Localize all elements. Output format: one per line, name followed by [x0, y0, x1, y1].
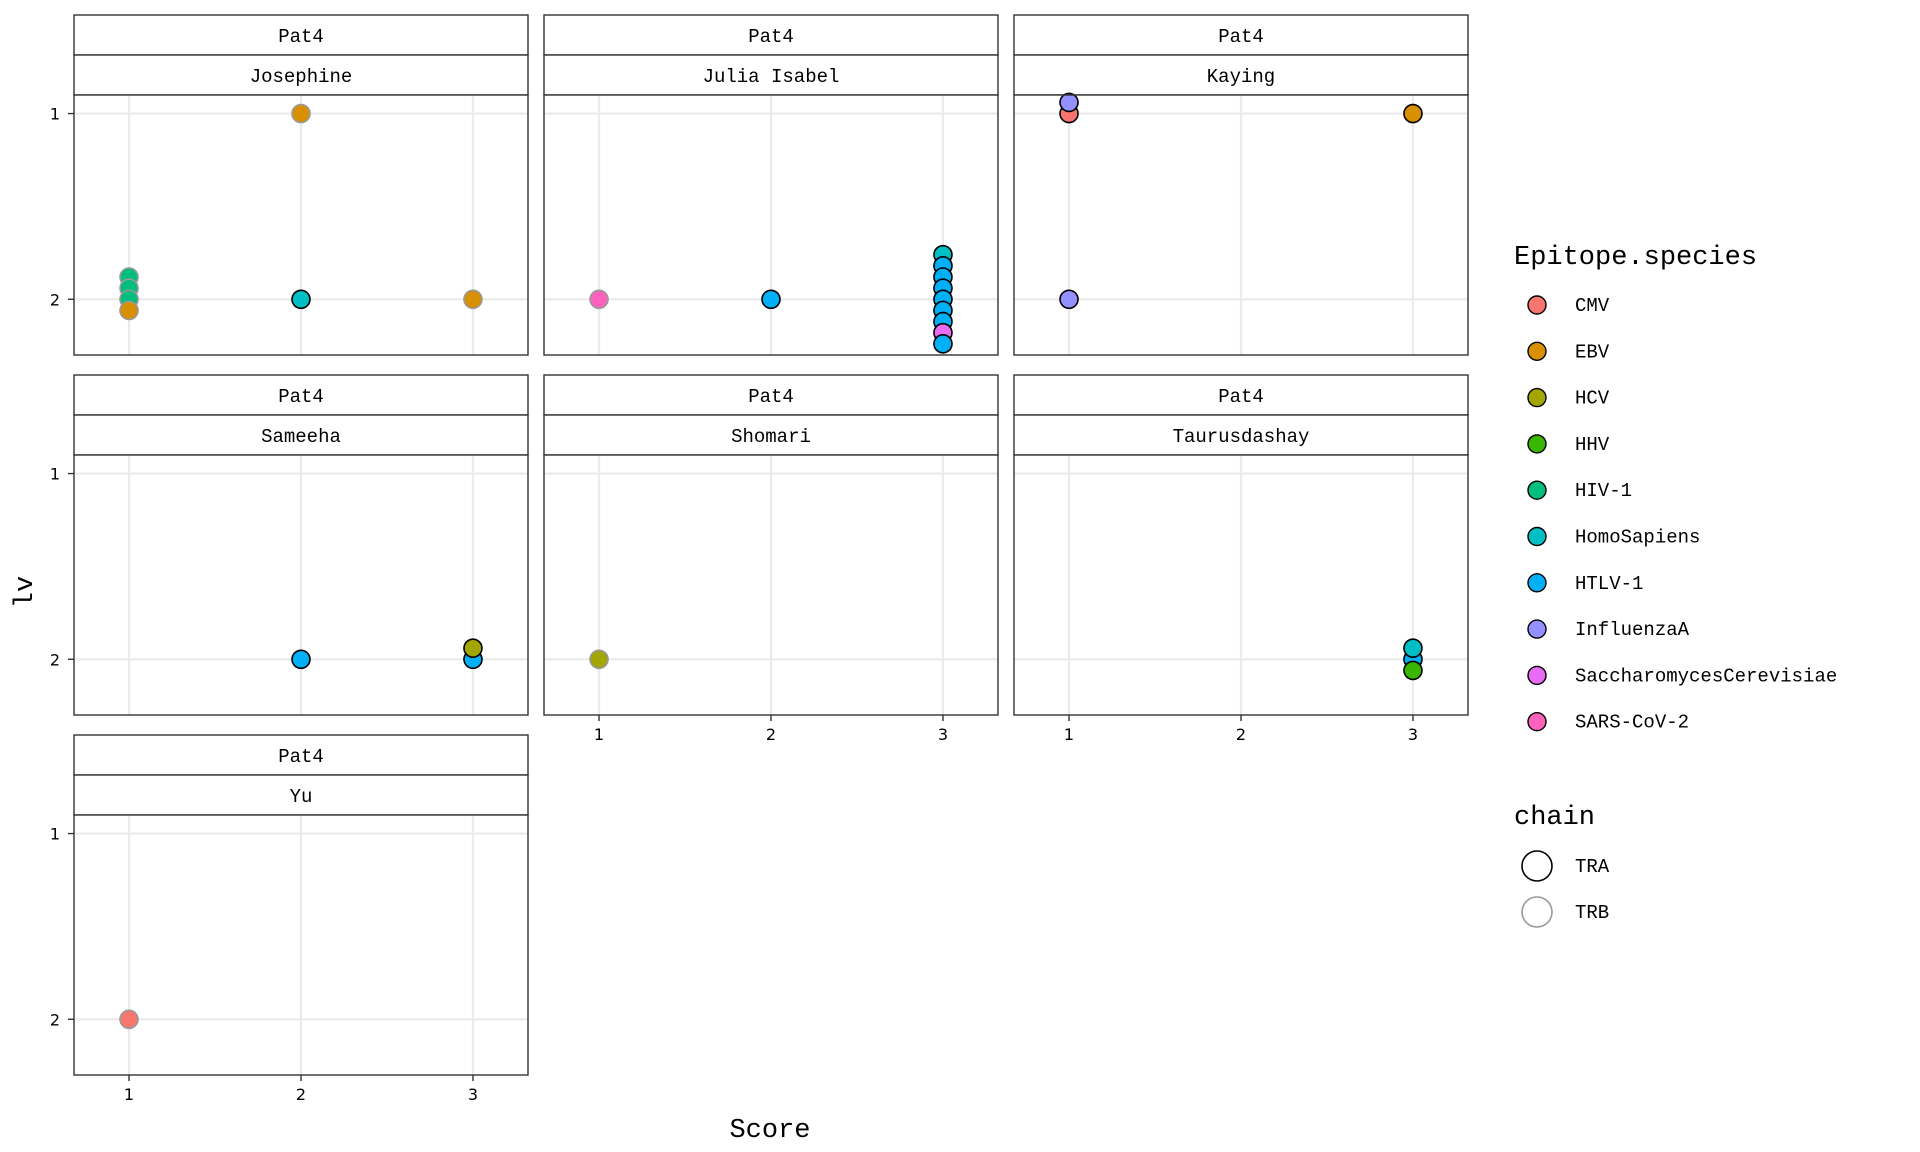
legend-label: TRA: [1575, 856, 1610, 878]
legend-key: [1521, 850, 1553, 882]
legend-key: [1527, 712, 1547, 732]
data-point: [1403, 638, 1423, 658]
x-tick-label: 1: [594, 725, 604, 744]
legend-key: [1527, 295, 1547, 315]
data-point: [1403, 660, 1423, 681]
facet-strip-label: Pat4: [278, 26, 324, 48]
x-tick-label: 3: [1408, 725, 1418, 744]
y-axis-title: lv: [11, 576, 41, 608]
legend-title-epitope-species: Epitope.species: [1514, 243, 1757, 273]
panel-border: [73, 454, 529, 716]
facet-strip: [1013, 374, 1469, 416]
legend-key: [1527, 526, 1547, 547]
data-point: [291, 289, 311, 310]
facet-strip-label: Shomari: [731, 426, 811, 448]
legend-key: [1527, 665, 1547, 686]
facet-strip-label: Julia Isabel: [703, 66, 840, 88]
facet-panel-yu: Pat4 Yu 1 2 1 2 3: [50, 734, 529, 1104]
legend-key: [1527, 480, 1547, 500]
y-tick-label: 1: [50, 825, 60, 844]
facet-panel-josephine: Pat4 Josephine 1 2: [50, 14, 529, 356]
data-point: [1059, 92, 1079, 113]
x-tick-label: 2: [296, 1085, 306, 1104]
panel-border: [543, 94, 999, 356]
facet-strip: [1013, 14, 1469, 56]
facet-strip: [1013, 414, 1469, 456]
data-point: [589, 289, 609, 310]
legend: Epitope.species CMV EBV HCV HHV HIV-1 HomoSapi…: [1514, 243, 1837, 928]
x-tick-label: 3: [938, 725, 948, 744]
legend-key: [1527, 434, 1547, 454]
legend-label: HTLV-1: [1575, 573, 1643, 595]
facet-strip-label: Yu: [290, 786, 313, 808]
facet-strip: [1013, 54, 1469, 96]
legend-label: CMV: [1575, 295, 1610, 317]
data-point: [291, 649, 311, 670]
data-point: [119, 300, 139, 321]
facet-strip: [73, 734, 529, 776]
facet-strip: [73, 374, 529, 416]
facet-panels: Pat4 Josephine 1 2 Pat4 Julia Isabel Pat4 Kayin…: [50, 14, 1469, 1104]
legend-label: SARS-CoV-2: [1575, 712, 1689, 734]
data-point: [761, 289, 781, 310]
panel-border: [73, 94, 529, 356]
facet-strip: [543, 14, 999, 56]
x-axis-title: Score: [729, 1116, 810, 1146]
legend-title-chain: chain: [1514, 803, 1595, 833]
x-tick-label: 1: [124, 1085, 134, 1104]
facet-strip-label: Pat4: [748, 386, 794, 408]
legend-label: HHV: [1575, 434, 1610, 456]
facet-panel-julia-isabel: Pat4 Julia Isabel: [543, 14, 999, 356]
legend-key: [1527, 387, 1547, 408]
legend-key: [1527, 619, 1547, 639]
y-tick-label: 1: [50, 465, 60, 484]
y-tick-label: 2: [50, 1010, 60, 1029]
x-tick-label: 3: [468, 1085, 478, 1104]
data-point: [1059, 289, 1079, 310]
y-tick-label: 1: [50, 105, 60, 124]
facet-panel-kaying: Pat4 Kaying: [1013, 14, 1469, 356]
panel-border: [1013, 94, 1469, 356]
facet-panel-taurusdashay: Pat4 Taurusdashay 1 2 3: [1013, 374, 1469, 744]
legend-label: HomoSapiens: [1575, 527, 1700, 549]
x-tick-label: 1: [1064, 725, 1074, 744]
facet-strip-label: Pat4: [278, 386, 324, 408]
legend-label: HCV: [1575, 388, 1610, 410]
facet-strip-label: Pat4: [1218, 386, 1264, 408]
legend-key: [1521, 896, 1553, 928]
y-tick-label: 2: [50, 290, 60, 309]
facet-strip-label: Kaying: [1207, 66, 1275, 88]
facet-panel-sameeha: Pat4 Sameeha 1 2: [50, 374, 529, 716]
data-point: [463, 638, 483, 658]
legend-label: HIV-1: [1575, 480, 1632, 502]
facet-strip-label: Pat4: [1218, 26, 1264, 48]
y-tick-label: 2: [50, 650, 60, 669]
x-tick-label: 2: [1236, 725, 1246, 744]
facet-strip-label: Josephine: [250, 66, 353, 88]
legend-key: [1527, 341, 1547, 361]
facet-strip-label: Pat4: [748, 26, 794, 48]
facet-strip: [543, 54, 999, 96]
data-point: [119, 1009, 139, 1030]
data-point: [291, 103, 311, 124]
legend-label: InfluenzaA: [1575, 619, 1690, 641]
legend-key: [1527, 573, 1547, 593]
data-point: [933, 334, 953, 354]
facet-strip-label: Pat4: [278, 746, 324, 768]
facet-panel-shomari: Pat4 Shomari 1 2 3: [543, 374, 999, 744]
data-point: [589, 649, 609, 670]
facet-strip-label: Taurusdashay: [1173, 426, 1310, 448]
facet-strip-label: Sameeha: [261, 426, 341, 448]
legend-label: SaccharomycesCerevisiae: [1575, 665, 1837, 687]
facet-strip: [73, 54, 529, 96]
x-tick-label: 2: [766, 725, 776, 744]
facet-strip: [73, 14, 529, 56]
legend-label: EBV: [1575, 341, 1610, 363]
legend-label: TRB: [1575, 902, 1609, 924]
data-point: [1403, 103, 1423, 124]
data-point: [463, 289, 483, 310]
